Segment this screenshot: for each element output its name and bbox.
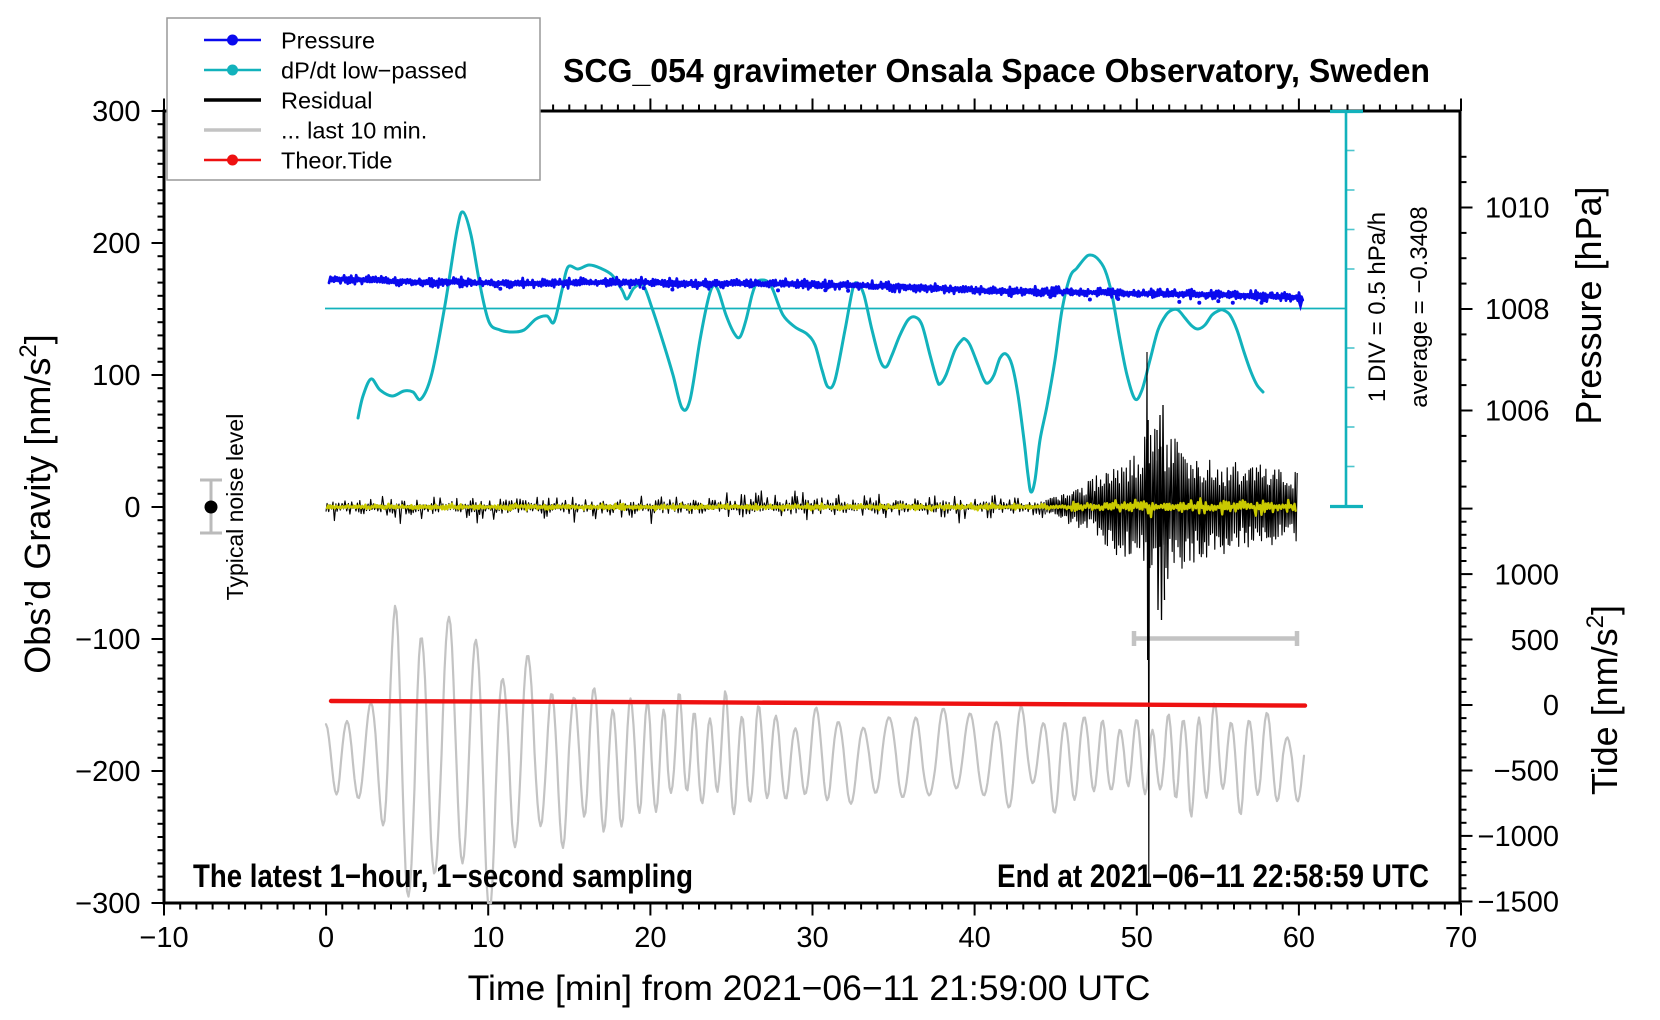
svg-text:SCG_054 gravimeter Onsala Spac: SCG_054 gravimeter Onsala Space Observat… bbox=[563, 52, 1430, 89]
svg-text:10: 10 bbox=[472, 922, 504, 954]
svg-text:−500: −500 bbox=[1494, 756, 1559, 788]
svg-text:1010: 1010 bbox=[1485, 193, 1550, 225]
svg-text:Time [min] from 2021−06−11 21:: Time [min] from 2021−06−11 21:59:00 UTC bbox=[468, 968, 1151, 1008]
svg-text:70: 70 bbox=[1445, 922, 1477, 954]
svg-text:The latest 1−hour, 1−second sa: The latest 1−hour, 1−second sampling bbox=[193, 858, 693, 894]
svg-text:−1500: −1500 bbox=[1478, 887, 1559, 919]
svg-text:Residual: Residual bbox=[281, 88, 372, 114]
svg-text:200: 200 bbox=[92, 228, 140, 260]
svg-text:−200: −200 bbox=[75, 756, 140, 788]
svg-text:−300: −300 bbox=[75, 888, 140, 920]
svg-text:100: 100 bbox=[92, 360, 140, 392]
svg-text:Obs’d Gravity [nm/s2]: Obs’d Gravity [nm/s2] bbox=[15, 334, 58, 673]
svg-text:Pressure: Pressure bbox=[281, 28, 375, 54]
svg-text:average = −0.3408: average = −0.3408 bbox=[1406, 206, 1433, 408]
svg-text:40: 40 bbox=[958, 922, 990, 954]
svg-text:300: 300 bbox=[92, 96, 140, 128]
svg-text:Theor.Tide: Theor.Tide bbox=[281, 148, 392, 174]
svg-text:−10: −10 bbox=[139, 922, 188, 954]
svg-text:0: 0 bbox=[124, 492, 140, 524]
svg-text:30: 30 bbox=[796, 922, 828, 954]
svg-text:0: 0 bbox=[318, 922, 334, 954]
svg-text:20: 20 bbox=[634, 922, 666, 954]
svg-text:500: 500 bbox=[1511, 625, 1559, 657]
svg-text:60: 60 bbox=[1283, 922, 1315, 954]
svg-text:50: 50 bbox=[1121, 922, 1153, 954]
svg-text:−100: −100 bbox=[75, 624, 140, 656]
svg-text:0: 0 bbox=[1543, 690, 1559, 722]
svg-text:1006: 1006 bbox=[1485, 396, 1550, 428]
svg-text:1008: 1008 bbox=[1485, 294, 1550, 326]
svg-text:−1000: −1000 bbox=[1478, 821, 1559, 853]
svg-text:Pressure [hPa]: Pressure [hPa] bbox=[1568, 186, 1609, 424]
svg-text:dP/dt low−passed: dP/dt low−passed bbox=[281, 58, 467, 84]
svg-text:Tide [nm/s2]: Tide [nm/s2] bbox=[1582, 605, 1625, 795]
svg-text:1 DIV = 0.5 hPa/h: 1 DIV = 0.5 hPa/h bbox=[1364, 212, 1391, 402]
svg-text:... last 10 min.: ... last 10 min. bbox=[281, 118, 427, 144]
svg-text:End at 2021−06−11 22:58:59 UTC: End at 2021−06−11 22:58:59 UTC bbox=[997, 858, 1429, 894]
svg-text:1000: 1000 bbox=[1494, 559, 1559, 591]
svg-text:Typical noise level: Typical noise level bbox=[222, 414, 248, 601]
